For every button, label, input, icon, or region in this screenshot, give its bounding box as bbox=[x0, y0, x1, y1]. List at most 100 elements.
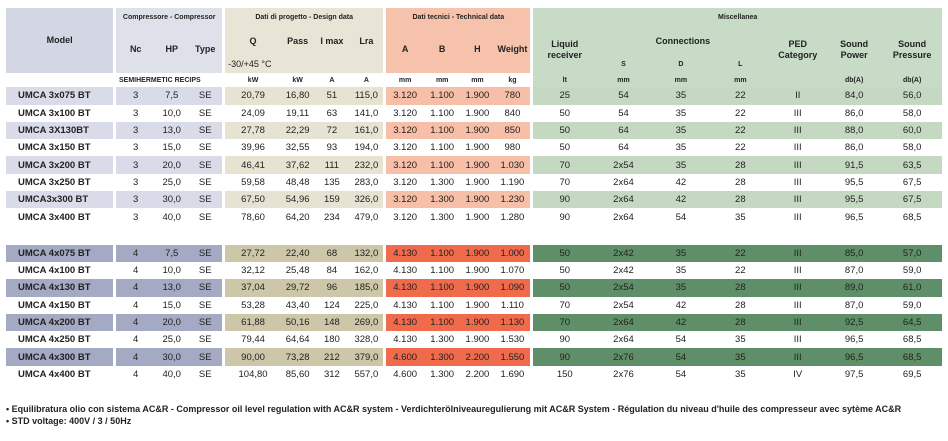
value-cell: 1.900 bbox=[460, 139, 495, 157]
value-cell: SE bbox=[188, 139, 224, 157]
connection-sub: S bbox=[596, 56, 651, 74]
value-cell: 2x76 bbox=[596, 348, 651, 366]
value-cell: SE bbox=[188, 244, 224, 262]
value-cell: 2x64 bbox=[596, 331, 651, 349]
data-row: UMCA 3x400 BT 3 40,0 SE 78,60 64,20 234 479,0 3.… bbox=[6, 208, 942, 226]
value-cell: 89,0 bbox=[825, 279, 883, 297]
value-cell: 1.100 bbox=[424, 313, 461, 332]
notes: • Equilibratura olio con sistema AC&R - … bbox=[6, 403, 901, 427]
model-cell: UMCA 4x250 BT bbox=[6, 331, 115, 349]
column-header: A bbox=[383, 26, 425, 74]
value-cell: 79,44 bbox=[222, 331, 282, 349]
value-cell: 22 bbox=[711, 261, 770, 280]
value-cell: 54 bbox=[650, 208, 712, 226]
value-cell: 30,0 bbox=[155, 348, 189, 366]
value-cell: 2x64 bbox=[596, 191, 651, 209]
value-cell: 67,50 bbox=[222, 191, 282, 209]
value-cell: 68,5 bbox=[882, 331, 942, 349]
value-cell: 64,20 bbox=[281, 208, 315, 226]
value-cell: 312 bbox=[314, 365, 350, 384]
value-cell: 4.130 bbox=[383, 279, 425, 297]
value-cell: 85,60 bbox=[281, 365, 315, 384]
value-cell: 24,09 bbox=[222, 104, 282, 122]
value-cell: 3.120 bbox=[383, 208, 425, 226]
value-cell: 43,40 bbox=[281, 296, 315, 314]
value-cell: 19,11 bbox=[281, 104, 315, 122]
value-cell: 68,5 bbox=[882, 348, 942, 366]
note: • STD voltage: 400V / 3 / 50Hz bbox=[6, 416, 132, 426]
value-cell: 16,80 bbox=[281, 87, 315, 105]
value-cell: 42 bbox=[650, 173, 712, 192]
value-cell: 234 bbox=[314, 208, 350, 226]
value-cell: 78,60 bbox=[222, 208, 282, 226]
value-cell: 135 bbox=[314, 173, 350, 192]
column-header: Sound Power bbox=[825, 26, 883, 74]
value-cell: III bbox=[769, 331, 826, 349]
value-cell: 1.900 bbox=[460, 244, 495, 262]
value-cell: 48,48 bbox=[281, 173, 315, 192]
value-cell: 1.900 bbox=[460, 173, 495, 192]
value-cell: 212 bbox=[314, 348, 350, 366]
value-cell: 90 bbox=[530, 191, 597, 209]
column-header: Type bbox=[188, 26, 224, 74]
data-row: UMCA 4x300 BT 4 30,0 SE 90,00 73,28 212 379,0 4.… bbox=[6, 348, 942, 366]
value-cell: 479,0 bbox=[349, 208, 385, 226]
spacer bbox=[6, 226, 942, 245]
group-header: Dati di progetto - Design data bbox=[222, 8, 385, 26]
unit: mm bbox=[383, 73, 425, 88]
value-cell: 25,0 bbox=[155, 173, 189, 192]
data-row: UMCA3x300 BT 3 30,0 SE 67,50 54,96 159 326,0 3.1… bbox=[6, 191, 942, 209]
value-cell: 2x64 bbox=[596, 313, 651, 332]
model-cell: UMCA 3X130BT bbox=[6, 121, 115, 140]
value-cell: 35 bbox=[650, 244, 712, 262]
model-cell: UMCA 3x075 BT bbox=[6, 87, 115, 105]
unit: A bbox=[329, 76, 335, 84]
value-cell: 1.100 bbox=[424, 121, 461, 140]
value-cell: 1.900 bbox=[460, 87, 495, 105]
value-cell: 850 bbox=[494, 121, 532, 140]
value-cell: 35 bbox=[650, 261, 712, 280]
model-cell: UMCA 4x100 BT bbox=[6, 261, 115, 280]
value-cell: 86,0 bbox=[825, 104, 883, 122]
value-cell: 22,40 bbox=[281, 244, 315, 262]
value-cell: III bbox=[769, 121, 826, 140]
value-cell: SE bbox=[188, 104, 224, 122]
value-cell: 35 bbox=[711, 365, 770, 384]
value-cell: 35 bbox=[650, 87, 712, 105]
value-cell: 50,16 bbox=[281, 313, 315, 332]
model-header: Model bbox=[6, 8, 115, 74]
value-cell: 1.900 bbox=[460, 208, 495, 226]
value-cell: 1.110 bbox=[494, 296, 532, 314]
value-cell: 10,0 bbox=[155, 261, 189, 280]
value-cell: 64,64 bbox=[281, 331, 315, 349]
value-cell: 1.100 bbox=[424, 104, 461, 122]
value-cell: 4 bbox=[113, 261, 156, 280]
value-cell: 1.690 bbox=[494, 365, 532, 384]
spec-table-wrap: Model Compressore - Compressor Dati di pro… bbox=[6, 8, 942, 384]
value-cell: 1.900 bbox=[460, 313, 495, 332]
value-cell: 64,5 bbox=[882, 313, 942, 332]
value-cell: 69,5 bbox=[882, 365, 942, 384]
value-cell: 1.100 bbox=[424, 279, 461, 297]
value-cell: 3 bbox=[113, 139, 156, 157]
value-cell: 4.130 bbox=[383, 331, 425, 349]
value-cell: 58,0 bbox=[882, 104, 942, 122]
data-row: UMCA 4x150 BT 4 15,0 SE 53,28 43,40 124 225,0 4.… bbox=[6, 296, 942, 314]
value-cell: 2.200 bbox=[460, 348, 495, 366]
value-cell: 22 bbox=[711, 244, 770, 262]
value-cell: 90,00 bbox=[222, 348, 282, 366]
value-cell: 50 bbox=[530, 104, 597, 122]
value-cell: 1.300 bbox=[424, 208, 461, 226]
value-cell: 50 bbox=[530, 261, 597, 280]
value-cell: 1.100 bbox=[424, 296, 461, 314]
value-cell: 1.100 bbox=[424, 156, 461, 174]
value-cell: 3.120 bbox=[383, 121, 425, 140]
header-row: Nc HP Type Q Pass I max Lra A B H Weight Liquid rec… bbox=[6, 26, 942, 74]
value-cell: 1.130 bbox=[494, 313, 532, 332]
data-row: UMCA 4x075 BT 4 7,5 SE 27,72 22,40 68 132,0 4.13… bbox=[6, 244, 942, 262]
unit: mm bbox=[596, 73, 651, 88]
header-row: -30/+45 °C S D L bbox=[6, 56, 942, 74]
value-cell: 96,5 bbox=[825, 348, 883, 366]
unit bbox=[769, 73, 826, 88]
group-header: Miscellanea bbox=[530, 8, 942, 26]
